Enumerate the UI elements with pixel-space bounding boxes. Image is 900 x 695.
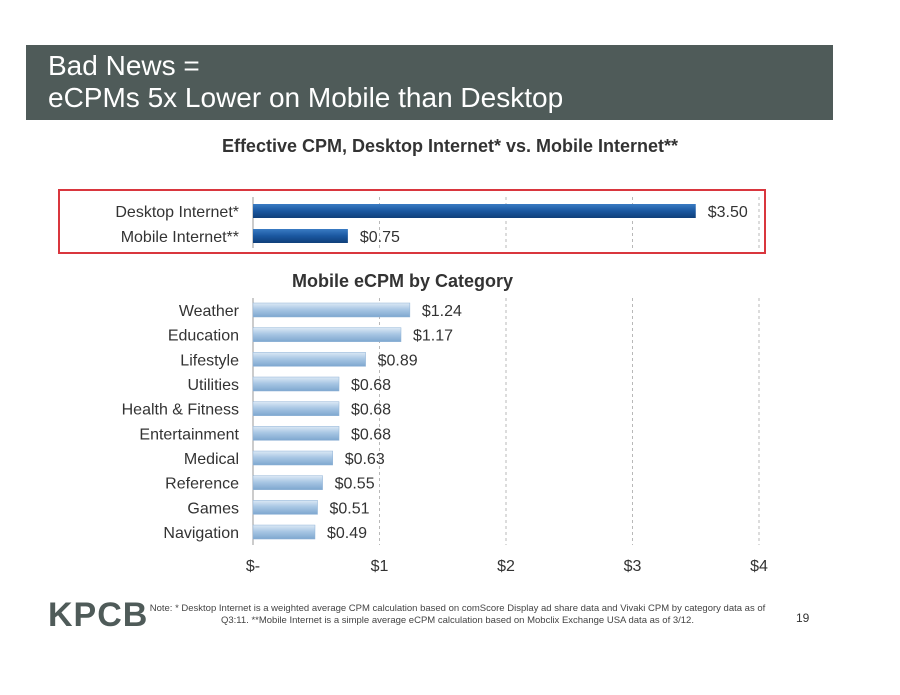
chart2-bar-4 <box>252 401 340 416</box>
chart2-category-label-2: Lifestyle <box>180 352 239 369</box>
chart2-data-label-0: $1.24 <box>422 303 462 320</box>
chart2-category-label-8: Games <box>187 500 239 517</box>
chart2-category-label-4: Health & Fitness <box>122 402 239 419</box>
chart2-category-label-1: Education <box>168 328 239 345</box>
chart1-category-label-0: Desktop Internet* <box>115 204 239 221</box>
chart2-data-label-2: $0.89 <box>378 352 418 369</box>
chart2-data-label-1: $1.17 <box>413 328 453 345</box>
chart2-category-label-7: Reference <box>165 476 239 493</box>
chart1-bar-1 <box>253 229 348 243</box>
chart2-bar-9 <box>252 524 316 540</box>
chart2-bar-3 <box>252 376 340 392</box>
title-bar: Bad News = eCPMs 5x Lower on Mobile than… <box>26 45 833 120</box>
slide-title-line-1: Bad News = <box>48 50 200 81</box>
slide-title-line-2: eCPMs 5x Lower on Mobile than Desktop <box>48 82 564 113</box>
chart2-data-label-4: $0.68 <box>351 402 391 419</box>
chart2-data-label-7: $0.55 <box>335 476 375 493</box>
chart2-tick-label-2: $2 <box>497 558 515 575</box>
chart2-tick-label-4: $4 <box>750 558 768 575</box>
chart1-data-label-0: $3.50 <box>708 204 748 221</box>
chart1-bar-0 <box>253 204 696 218</box>
chart2-category-label-9: Navigation <box>163 525 239 542</box>
chart2-bar-0 <box>252 302 411 318</box>
chart2-category-label-6: Medical <box>184 451 239 468</box>
chart2-tick-label-0: $- <box>246 558 260 575</box>
chart2-category-label-3: Utilities <box>187 377 239 394</box>
footnote: Note: * Desktop Internet is a weighted a… <box>149 603 766 626</box>
chart2-category-label-0: Weather <box>179 303 240 320</box>
page-number: 19 <box>796 611 810 625</box>
category-chart-title: Mobile eCPM by Category <box>292 271 514 291</box>
chart1-category-label-1: Mobile Internet** <box>121 229 239 246</box>
kpcb-logo: KPCB <box>48 596 149 634</box>
chart2-category-label-5: Entertainment <box>139 426 239 443</box>
chart2-bar-1 <box>252 327 402 342</box>
chart2-bar-7 <box>252 475 323 490</box>
chart1-data-label-1: $0.75 <box>360 229 400 246</box>
highlight-box <box>58 189 766 254</box>
chart2-data-label-5: $0.68 <box>351 426 391 443</box>
chart2-bar-5 <box>252 426 340 441</box>
chart2-data-label-9: $0.49 <box>327 525 367 542</box>
chart2-data-label-3: $0.68 <box>351 377 391 394</box>
chart2-data-label-8: $0.51 <box>330 500 370 517</box>
chart2-bar-8 <box>252 500 318 515</box>
chart2-data-label-6: $0.63 <box>345 451 385 468</box>
chart2-tick-label-3: $3 <box>624 558 642 575</box>
chart2-bar-6 <box>252 450 333 466</box>
chart2-tick-label-1: $1 <box>371 558 389 575</box>
desktop-mobile-chart-title: Effective CPM, Desktop Internet* vs. Mob… <box>221 136 679 156</box>
chart2-bar-2 <box>252 352 366 367</box>
